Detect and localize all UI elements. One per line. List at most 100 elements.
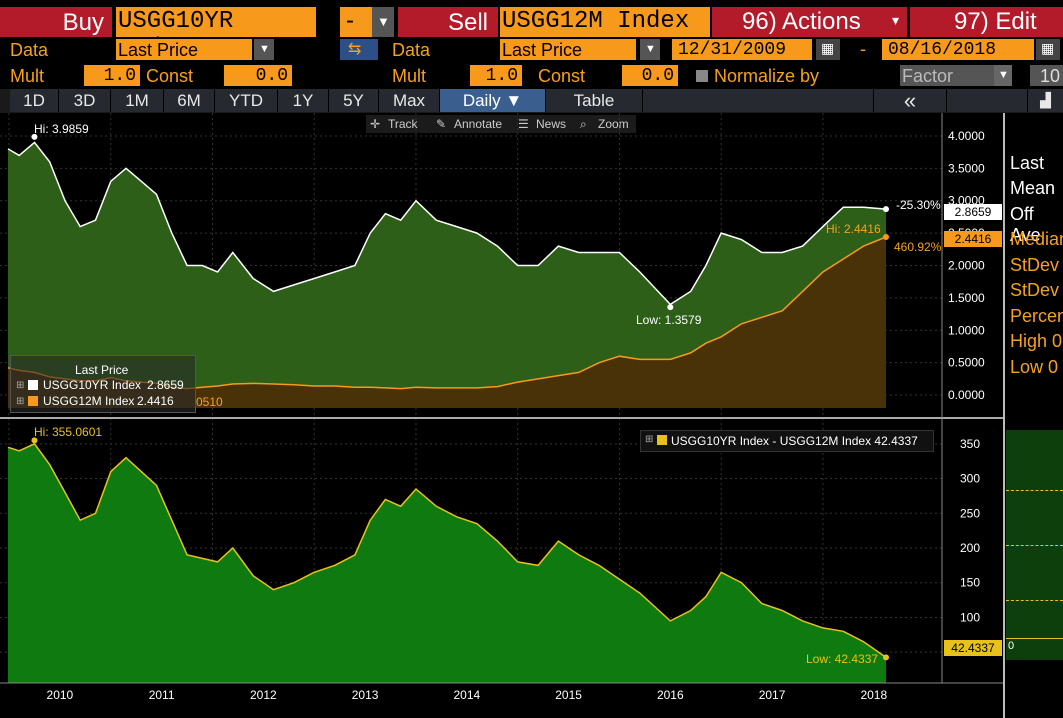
factor-num-input[interactable]: 10 [1030,65,1063,86]
x-tick-label: 2014 [453,688,480,702]
tab-table[interactable]: Table [546,89,643,112]
const-input-1[interactable]: 0.0 [224,65,292,86]
end-date-text: 08/16/2018 [888,40,997,60]
swap-button[interactable]: ⇆ [340,39,378,60]
stat-high: High 0 [1010,331,1063,351]
news-icon: ☰ [518,117,529,131]
hi-marker-bottom [31,437,38,444]
edit-label: 97) Edit [954,8,1037,35]
pct-change-2: 460.92% [894,240,942,254]
data-select-1[interactable]: Last Price [116,39,252,60]
y-tick-label: 250 [960,506,980,520]
buy-ticker-field[interactable]: USGG10YR Index [116,7,316,62]
pct-change-1: -25.30% [896,198,941,212]
x-tick-label: 2015 [555,688,582,702]
tab-spacer-2 [947,89,1028,112]
sell-ticker-text: USGG12M Index [502,8,690,35]
y-tick-label: 4.0000 [948,129,985,143]
tab-6m[interactable]: 6M [164,89,215,112]
x-axis: 2010 2011 2012 2013 2014 2015 2016 2017 2018 [47,688,888,702]
mult-input-2[interactable]: 1.0 [470,65,522,86]
collapse-button[interactable]: « [874,89,947,112]
calendar-icon: ▦ [1041,40,1055,56]
y-tick-label: 3.5000 [948,161,985,175]
top-legend[interactable]: Last Price ⊞ USGG10YR Index 2.8659 ⊞ USG… [10,355,196,413]
factor-select[interactable]: Factor [900,65,994,86]
dist-zero: 0 [1008,640,1015,652]
mult-input-1[interactable]: 1.0 [84,65,140,86]
legend-s1-val: 2.8659 [147,378,184,392]
y-tick-label: 200 [960,541,980,555]
chevron-down-icon: ▼ [645,43,656,55]
data-row: Data Last Price ▼ ⇆ Data Last Price ▼ 12… [0,38,1063,62]
y-tick-label: 150 [960,576,980,590]
top-low-area [8,237,886,408]
const-value-2: 0.0 [641,66,674,86]
bottom-y-axis: 35030025020015010050 [960,437,980,659]
sell-ticker-field[interactable]: USGG12M Index [500,7,710,37]
legend-swatch-2 [28,396,38,406]
tab-ytd[interactable]: YTD [215,89,278,112]
const-input-2[interactable]: 0.0 [622,65,678,86]
legend-s2-val: 2.4416 [137,394,174,408]
x-tick-label: 2012 [250,688,277,702]
low-marker [667,304,674,311]
header-bar: Buy USGG10YR Index - ▼ Sell USGG12M Inde… [0,0,1063,62]
expand-icon[interactable]: ⊞ [645,434,654,445]
chevron-down-icon: ▼ [259,43,270,55]
operator-dropdown[interactable]: ▼ [372,7,394,37]
y-tick-label: 0.5000 [948,356,985,370]
x-tick-label: 2016 [657,688,684,702]
end-date-field[interactable]: 08/16/2018 [882,39,1034,60]
annotate-button[interactable]: Annotate [454,117,503,131]
chart-toolbar: ✛ Track ✎ Annotate ☰ News ⌕ Zoom [366,115,636,133]
end-calendar-button[interactable]: ▦ [1036,39,1060,60]
y-tick-label: 2.0000 [948,259,985,273]
swap-icon: ⇆ [348,41,362,58]
data-select-2[interactable]: Last Price [500,39,636,60]
normalize-checkbox[interactable] [696,70,708,82]
chart-settings-icon[interactable]: ▟ [1028,89,1063,112]
track-icon: ✛ [370,117,381,131]
const-value-1: 0.0 [255,66,288,86]
x-tick-label: 2013 [352,688,379,702]
top-low-label: Low: 1.3579 [636,313,702,327]
tab-daily[interactable]: Daily ▼ [440,89,546,112]
y-tick-label: 350 [960,437,980,451]
stats-panel [1006,113,1063,418]
distribution-panel: 0 [1006,430,1063,660]
tab-1m[interactable]: 1M [111,89,164,112]
tab-3d[interactable]: 3D [59,89,111,112]
sell-button[interactable]: Sell [398,7,498,37]
tab-1y[interactable]: 1Y [278,89,329,112]
tab-max[interactable]: Max [379,89,440,112]
buy-label: Buy [62,9,104,36]
factor-dropdown[interactable]: ▼ [994,65,1012,86]
data-select-value-2: Last Price [502,40,583,60]
dist-line [1006,638,1063,640]
tab-1d[interactable]: 1D [10,89,59,112]
edit-menu[interactable]: 97) Edit [910,7,1063,37]
mult-label-2: Mult [392,66,427,86]
data-dropdown-2[interactable]: ▼ [640,39,660,60]
start-date-field[interactable]: 12/31/2009 [672,39,812,60]
mult-row: Mult 1.0 Const 0.0 Mult 1.0 Const 0.0 No… [0,63,1063,88]
chevron-down-icon: ▼ [377,14,390,29]
const-label: Const [146,66,194,86]
expand-icon[interactable]: ⊞ [16,396,25,407]
data-dropdown-1[interactable]: ▼ [254,39,274,60]
zoom-button[interactable]: Zoom [598,117,629,131]
tab-5y[interactable]: 5Y [329,89,379,112]
buy-button[interactable]: Buy [0,7,112,37]
track-button[interactable]: Track [388,117,418,131]
chart-area[interactable]: 4.00003.50003.00002.50002.00001.50001.00… [0,113,1063,718]
bottom-legend[interactable]: ⊞ USGG10YR Index - USGG12M Index 42.4337 [640,430,934,452]
actions-menu[interactable]: 96) Actions ▾ [712,7,907,37]
news-button[interactable]: News [536,117,567,131]
start-calendar-button[interactable]: ▦ [816,39,840,60]
y-tick-label: 300 [960,472,980,486]
dist-line [1006,490,1063,492]
top-spread-area [8,142,886,389]
y-tick-label: 1.0000 [948,323,985,337]
expand-icon[interactable]: ⊞ [16,380,25,391]
